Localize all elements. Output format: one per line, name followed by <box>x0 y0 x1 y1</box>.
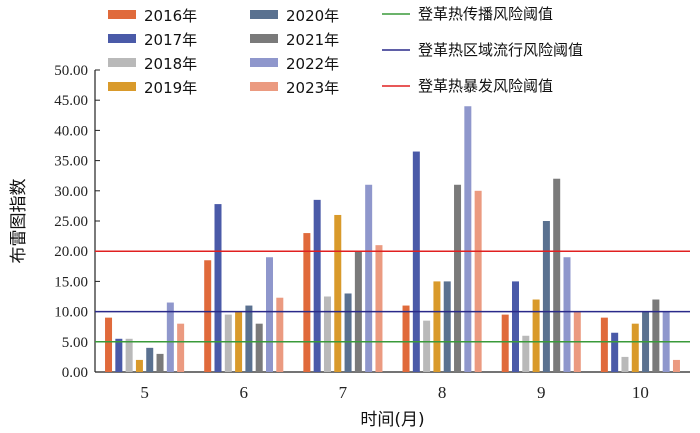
legend-swatch <box>250 10 278 19</box>
y-tick-label: 40.00 <box>54 123 88 139</box>
bar-2019年-9 <box>532 299 540 372</box>
legend-label: 2022年 <box>286 55 339 73</box>
x-axis-title: 时间(月) <box>360 410 424 430</box>
bar-2023年-5 <box>177 323 185 372</box>
x-tick-label: 10 <box>632 383 649 402</box>
x-tick-label: 6 <box>240 383 249 402</box>
legend-swatch <box>250 82 278 91</box>
bar-2016年-7 <box>303 233 311 372</box>
bar-2016年-6 <box>204 260 212 372</box>
bar-2018年-9 <box>522 335 530 372</box>
y-tick-label: 15.00 <box>54 274 88 290</box>
x-tick-label: 9 <box>537 383 546 402</box>
bar-2022年-7 <box>365 184 373 372</box>
legend-label: 2017年 <box>144 31 197 49</box>
bar-2019年-8 <box>433 281 441 372</box>
bar-2021年-10 <box>652 299 660 372</box>
bar-2017年-7 <box>313 199 321 372</box>
bar-2022年-8 <box>464 106 472 373</box>
bar-2017年-8 <box>412 151 420 372</box>
bar-2023年-6 <box>276 297 284 372</box>
bar-2017年-9 <box>512 281 519 372</box>
bar-2018年-6 <box>224 314 232 372</box>
bar-2016年-5 <box>105 317 113 372</box>
legend-label: 2023年 <box>286 79 339 97</box>
bar-2018年-10 <box>621 356 629 372</box>
bar-2021年-5 <box>156 353 164 372</box>
plot-area: 0.00 5.00 10.00 15.00 20.00 25.00 30.00 35.00 40… <box>54 63 690 402</box>
bar-2020年-9 <box>542 221 550 372</box>
legend-label: 2020年 <box>286 7 339 25</box>
bar-2022年-5 <box>166 302 174 372</box>
bar-2023年-10 <box>672 359 680 372</box>
y-tick-label: 5.00 <box>62 335 88 351</box>
y-tick-label: 10.00 <box>54 305 88 321</box>
legend-label: 登革热区域流行风险阈值 <box>418 41 583 59</box>
bar-2017年-5 <box>115 338 123 372</box>
bar-2019年-10 <box>631 323 639 372</box>
bar-2021年-9 <box>553 178 561 372</box>
x-tick-label: 5 <box>140 383 149 402</box>
x-tick-label: 8 <box>438 383 447 402</box>
y-tick-label: 0.00 <box>62 365 88 381</box>
legend-label: 登革热传播风险阈值 <box>418 5 553 23</box>
legend: 2016年 2017年 2018年 2019年 2020年 2021年 2022年 2023年… <box>108 5 583 97</box>
y-axis-title: 布雷图指数 <box>9 179 29 264</box>
bar-2023年-8 <box>474 190 482 372</box>
bar-2017年-6 <box>214 204 222 372</box>
legend-swatch <box>108 58 136 67</box>
legend-label: 登革热暴发风险阈值 <box>418 77 553 95</box>
legend-swatch <box>108 34 136 43</box>
bar-2019年-7 <box>334 214 342 372</box>
bar-2020年-7 <box>344 293 352 372</box>
legend-label: 2019年 <box>144 79 197 97</box>
bar-2018年-8 <box>423 320 431 372</box>
legend-swatch <box>250 34 278 43</box>
bar-2022年-6 <box>266 257 273 372</box>
legend-swatch <box>250 58 278 67</box>
bar-2017年-10 <box>611 332 619 372</box>
bar-2023年-7 <box>375 245 383 372</box>
legend-swatch <box>108 82 136 91</box>
legend-label: 2018年 <box>144 55 197 73</box>
y-tick-label: 50.00 <box>54 63 88 79</box>
bar-2018年-5 <box>125 338 133 372</box>
bar-2018年-7 <box>323 296 331 372</box>
y-tick-label: 45.00 <box>54 93 88 109</box>
bar-2019年-5 <box>135 359 143 372</box>
y-tick-label: 30.00 <box>54 184 88 200</box>
y-tick-label: 20.00 <box>54 244 88 260</box>
bar-2016年-10 <box>600 317 608 372</box>
bar-2016年-9 <box>501 314 509 372</box>
bar-2020年-5 <box>146 347 154 372</box>
y-tick-label: 25.00 <box>54 214 88 230</box>
bar-2022年-9 <box>563 257 571 372</box>
bar-2021年-8 <box>454 184 462 372</box>
bar-2021年-6 <box>255 323 263 372</box>
y-tick-label: 35.00 <box>54 154 88 170</box>
legend-label: 2016年 <box>144 7 197 25</box>
bar-2020年-6 <box>245 305 253 372</box>
bar-2016年-8 <box>402 305 410 372</box>
legend-swatch <box>108 10 136 19</box>
x-tick-label: 7 <box>339 383 348 402</box>
legend-label: 2021年 <box>286 31 339 49</box>
bar-2020年-8 <box>443 281 451 372</box>
